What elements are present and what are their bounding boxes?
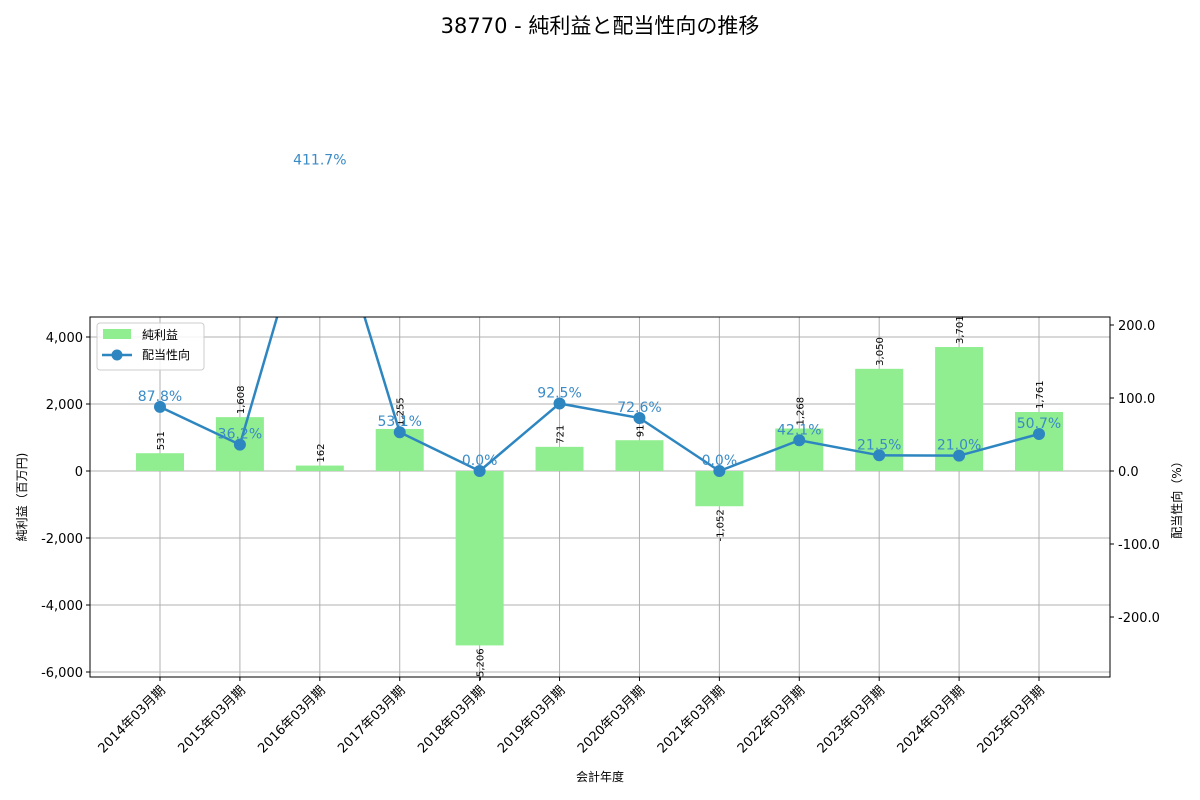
bar-label: 1,268 [795, 397, 806, 426]
bar-label: 721 [556, 425, 567, 444]
svg-text:2020年03月期: 2020年03月期 [575, 683, 648, 756]
legend-bar-swatch [103, 329, 131, 339]
svg-text:2021年03月期: 2021年03月期 [655, 683, 728, 756]
pct-label: 36.2% [218, 427, 262, 443]
bar-label: 3,050 [875, 337, 886, 366]
svg-text:200.0: 200.0 [1118, 319, 1155, 334]
bar-label: 531 [156, 431, 167, 450]
svg-text:2022年03月期: 2022年03月期 [735, 683, 808, 756]
pct-label: 0.0% [702, 453, 738, 469]
bar-label: -1,052 [715, 509, 726, 541]
right-y-axis-label: 配当性向（%） [1169, 455, 1184, 538]
left-y-axis: 4,000 2,000 0 -2,000 -4,000 -6,000 [41, 331, 90, 681]
pct-label: 50.7% [1017, 416, 1061, 432]
legend-label-net-income: 純利益 [142, 328, 178, 342]
svg-text:-100.0: -100.0 [1118, 538, 1160, 553]
svg-text:0.0: 0.0 [1118, 465, 1139, 480]
svg-text:-2,000: -2,000 [41, 532, 83, 547]
bar-label: 919 [635, 418, 646, 437]
pct-label: 92.5% [537, 385, 581, 401]
pct-label: 21.5% [857, 437, 901, 453]
bar [615, 440, 664, 471]
line-marker [233, 438, 246, 451]
line-marker [873, 449, 886, 462]
svg-text:-4,000: -4,000 [41, 599, 83, 614]
bar [295, 465, 344, 471]
bar [136, 453, 184, 471]
legend: 純利益 配当性向 [96, 322, 205, 371]
chart-title: 38770 - 純利益と配当性向の推移 [441, 14, 760, 38]
pct-label: 21.0% [937, 438, 981, 454]
line-marker [713, 465, 726, 477]
svg-text:2,000: 2,000 [46, 398, 83, 413]
right-y-axis: 200.0 100.0 0.0 -100.0 -200.0 [1110, 319, 1160, 626]
svg-text:-200.0: -200.0 [1118, 611, 1160, 626]
bar [1015, 412, 1063, 471]
bar-value-labels: 531 1,608 162 1,255 -5,206 721 919 -1,052 1,268 3… [156, 315, 1046, 680]
bar-label: 1,255 [396, 397, 407, 426]
bar-label: 1,761 [1035, 380, 1046, 409]
svg-text:2015年03月期: 2015年03月期 [175, 683, 248, 756]
plot-frame [89, 316, 1111, 678]
pct-label: 0.0% [462, 453, 498, 469]
x-axis: 2014年03月期 2015年03月期 2016年03月期 2017年03月期 2018… [96, 677, 1048, 757]
bar-label: 3,701 [955, 315, 966, 344]
line-marker [1033, 427, 1045, 440]
svg-text:-6,000: -6,000 [41, 666, 83, 681]
left-y-axis-label: 純利益（百万円) [15, 453, 29, 542]
pct-label: 411.7% [293, 152, 346, 168]
svg-text:2023年03月期: 2023年03月期 [815, 683, 888, 756]
svg-text:2019年03月期: 2019年03月期 [495, 683, 568, 756]
bar [535, 446, 584, 471]
bar [455, 471, 504, 646]
svg-text:2024年03月期: 2024年03月期 [895, 683, 968, 756]
svg-text:100.0: 100.0 [1118, 392, 1155, 407]
svg-text:2018年03月期: 2018年03月期 [415, 683, 488, 756]
pct-label: 53.1% [377, 414, 421, 430]
svg-text:2016年03月期: 2016年03月期 [255, 683, 328, 756]
line-marker [393, 426, 406, 439]
line-marker [633, 412, 646, 425]
line-series-payout-ratio [154, 317, 1045, 477]
line-value-labels: 87.8% 36.2% 411.7% 53.1% 0.0% 92.5% 72.6% 0.0% 4… [138, 152, 1061, 469]
line-marker [473, 465, 486, 477]
x-axis-label: 会計年度 [576, 769, 624, 784]
bar-label: 162 [316, 443, 327, 462]
svg-text:2025年03月期: 2025年03月期 [975, 683, 1048, 756]
svg-text:4,000: 4,000 [46, 331, 83, 346]
pct-label: 87.8% [138, 389, 182, 405]
bar-series-net-income [136, 347, 1063, 646]
svg-text:2014年03月期: 2014年03月期 [96, 683, 169, 756]
line-marker [953, 449, 966, 462]
bar-label: 1,608 [236, 385, 247, 414]
bar-label: -5,206 [476, 648, 487, 680]
legend-label-payout-ratio: 配当性向 [142, 347, 190, 362]
legend-marker-icon [111, 349, 123, 361]
line-marker [553, 397, 566, 410]
pct-label: 42.1% [777, 422, 821, 438]
line-marker [154, 400, 166, 413]
svg-text:2017年03月期: 2017年03月期 [335, 683, 408, 756]
line-marker [793, 434, 806, 447]
pct-label: 72.6% [617, 400, 661, 416]
svg-text:0: 0 [75, 465, 83, 480]
